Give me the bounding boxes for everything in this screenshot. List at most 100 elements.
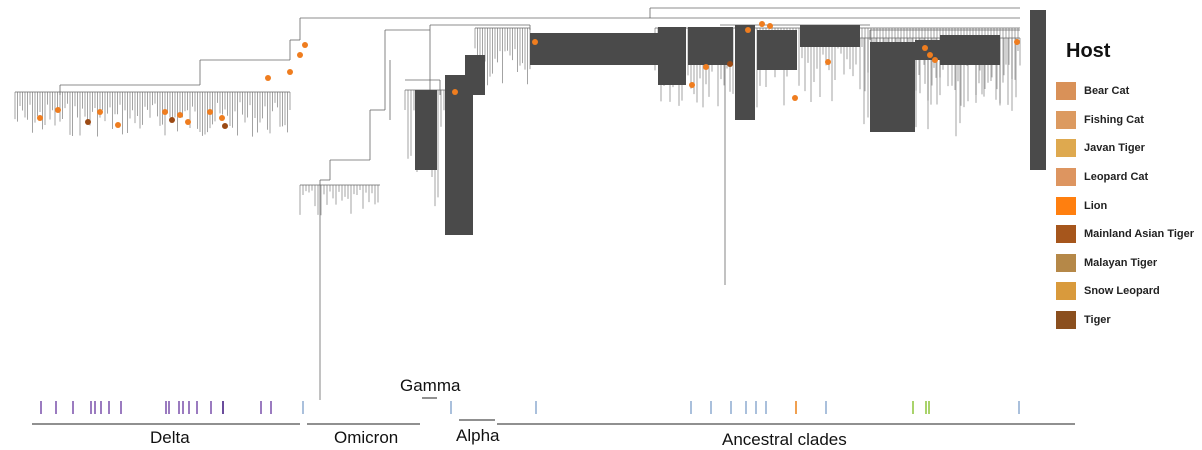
lineage-strip-mark bbox=[168, 401, 170, 414]
legend-title: Host bbox=[1066, 40, 1111, 62]
legend-swatch bbox=[1056, 82, 1076, 101]
host-tip-marker bbox=[922, 45, 928, 51]
legend-item: Mainland Asian Tiger bbox=[1056, 220, 1202, 249]
lineage-strip-mark bbox=[40, 401, 42, 414]
lineage-strip-mark bbox=[182, 401, 184, 414]
clade-brackets bbox=[32, 397, 1075, 425]
clade-block bbox=[530, 33, 658, 65]
legend-label: Lion bbox=[1084, 199, 1108, 212]
host-tip-marker bbox=[302, 42, 308, 48]
legend-item: Lion bbox=[1056, 191, 1202, 220]
legend-swatch bbox=[1056, 110, 1076, 129]
lineage-strip-mark bbox=[260, 401, 262, 414]
host-tip-marker bbox=[162, 109, 168, 115]
clade-block bbox=[658, 27, 686, 85]
clade-block bbox=[915, 40, 940, 60]
host-tip-marker bbox=[265, 75, 271, 81]
lineage-strip-mark bbox=[912, 401, 914, 414]
host-tip-marker bbox=[1014, 39, 1020, 45]
legend-swatch bbox=[1056, 311, 1076, 330]
host-legend: Host Bear Cat Fishing Cat Javan Tiger Leopa… bbox=[1056, 40, 1202, 334]
host-tip-marker bbox=[932, 57, 938, 63]
clade-label-gamma: Gamma bbox=[400, 376, 461, 395]
legend-swatch bbox=[1056, 168, 1076, 187]
clade-block bbox=[735, 25, 755, 120]
lineage-strip-mark bbox=[222, 401, 224, 414]
clade-block bbox=[415, 90, 437, 170]
legend-swatch bbox=[1056, 282, 1076, 301]
host-tip-marker bbox=[222, 123, 228, 129]
host-tip-marker bbox=[207, 109, 213, 115]
lineage-strip-mark bbox=[795, 401, 797, 414]
lineage-strip-mark bbox=[55, 401, 57, 414]
host-tip-marker bbox=[185, 119, 191, 125]
clade-label-ancestral: Ancestral clades bbox=[722, 430, 847, 449]
lineage-strip-mark bbox=[165, 401, 167, 414]
legend-swatch bbox=[1056, 225, 1076, 244]
legend-items: Bear Cat Fishing Cat Javan Tiger Leopard Ca… bbox=[1056, 77, 1202, 334]
lineage-strip-mark bbox=[196, 401, 198, 414]
clade-block bbox=[940, 35, 1000, 65]
legend-swatch bbox=[1056, 253, 1076, 272]
host-tip-marker bbox=[792, 95, 798, 101]
legend-label: Bear Cat bbox=[1084, 85, 1130, 98]
host-tip-marker bbox=[532, 39, 538, 45]
host-tip-marker bbox=[689, 82, 695, 88]
lineage-strip-mark bbox=[928, 401, 930, 414]
host-tip-marker bbox=[703, 64, 709, 70]
host-tip-marker bbox=[825, 59, 831, 65]
legend-label: Malayan Tiger bbox=[1084, 256, 1158, 269]
host-tip-marker bbox=[55, 107, 61, 113]
lineage-strip-mark bbox=[745, 401, 747, 414]
legend-item: Javan Tiger bbox=[1056, 134, 1202, 163]
legend-item: Malayan Tiger bbox=[1056, 249, 1202, 278]
clade-block bbox=[870, 42, 915, 132]
lineage-strip-mark bbox=[730, 401, 732, 414]
clade-block bbox=[757, 30, 797, 70]
host-tip-marker bbox=[177, 112, 183, 118]
lineage-strip-mark bbox=[90, 401, 92, 414]
host-tip-marker bbox=[115, 122, 121, 128]
lineage-strip-mark bbox=[72, 401, 74, 414]
lineage-strip-mark bbox=[925, 401, 927, 414]
lineage-strip-mark bbox=[765, 401, 767, 414]
lineage-strip-mark bbox=[94, 401, 96, 414]
legend-item: Fishing Cat bbox=[1056, 106, 1202, 135]
host-tip-marker bbox=[745, 27, 751, 33]
lineage-strip-mark bbox=[690, 401, 692, 414]
clade-block bbox=[800, 25, 860, 47]
host-tip-marker bbox=[219, 115, 225, 121]
tree-backbone bbox=[14, 7, 1021, 400]
lineage-strip-mark bbox=[825, 401, 827, 414]
host-tip-marker bbox=[297, 52, 303, 58]
clade-label-omicron: Omicron bbox=[334, 428, 399, 447]
lineage-strip-mark bbox=[188, 401, 190, 414]
lineage-strip-mark bbox=[535, 401, 537, 414]
clade-block bbox=[465, 55, 485, 95]
legend-label: Fishing Cat bbox=[1084, 113, 1144, 126]
host-tip-marker bbox=[727, 61, 733, 67]
host-tip-markers bbox=[37, 21, 1020, 129]
legend-label: Tiger bbox=[1084, 314, 1111, 327]
host-tip-marker bbox=[927, 52, 933, 58]
legend-swatch bbox=[1056, 196, 1076, 215]
host-tip-marker bbox=[759, 21, 765, 27]
legend-label: Leopard Cat bbox=[1084, 171, 1149, 184]
lineage-strip-mark bbox=[178, 401, 180, 414]
clade-block bbox=[1030, 10, 1046, 170]
legend-item: Tiger bbox=[1056, 306, 1202, 335]
lineage-strip-mark bbox=[210, 401, 212, 414]
clade-block bbox=[445, 75, 473, 235]
lineage-strip-mark bbox=[710, 401, 712, 414]
dense-clade-blocks bbox=[415, 10, 1046, 235]
lineage-strip-mark bbox=[120, 401, 122, 414]
legend-item: Snow Leopard bbox=[1056, 277, 1202, 306]
lineage-color-strip bbox=[40, 401, 1020, 414]
legend-item: Bear Cat bbox=[1056, 77, 1202, 106]
clade-label-delta: Delta bbox=[150, 428, 190, 447]
legend-label: Snow Leopard bbox=[1084, 285, 1160, 298]
clade-block bbox=[688, 27, 733, 65]
host-tip-marker bbox=[97, 109, 103, 115]
